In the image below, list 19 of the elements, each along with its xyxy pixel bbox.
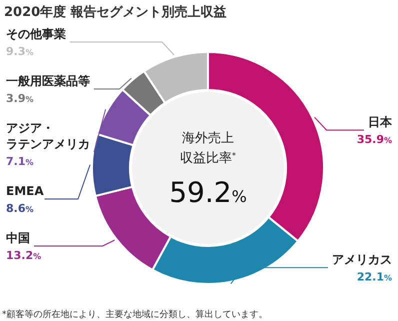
data-label: 3.9% — [6, 92, 34, 105]
slice-label: 一般用医薬品等 — [6, 74, 90, 88]
text: 海外売上 — [182, 131, 234, 146]
data-label: 35.9% — [356, 133, 392, 146]
slice-label: アメリカス — [332, 252, 392, 267]
data-label: 9.3% — [6, 45, 34, 58]
slice-label: 中国 — [6, 231, 30, 245]
data-label: 8.6% — [6, 202, 34, 215]
data-label: 13.2% — [6, 249, 42, 262]
slice-label: その他事業 — [6, 27, 66, 41]
text: *顧客等の所在地により、主要な地域に分類し、算出しています。 — [2, 309, 268, 320]
data-label: 7.1% — [6, 155, 34, 168]
slice-label: 日本 — [368, 115, 393, 130]
text: 59.2% — [169, 176, 247, 209]
chart-title: 2020年度 報告セグメント別売上収益 — [4, 4, 227, 20]
slice-label: アジア・ラテンアメリカ — [6, 121, 90, 151]
slice-label: EMEA — [6, 184, 44, 198]
text: 収益比率$^{*}$ — [180, 150, 236, 166]
data-label: 22.1% — [356, 270, 392, 284]
